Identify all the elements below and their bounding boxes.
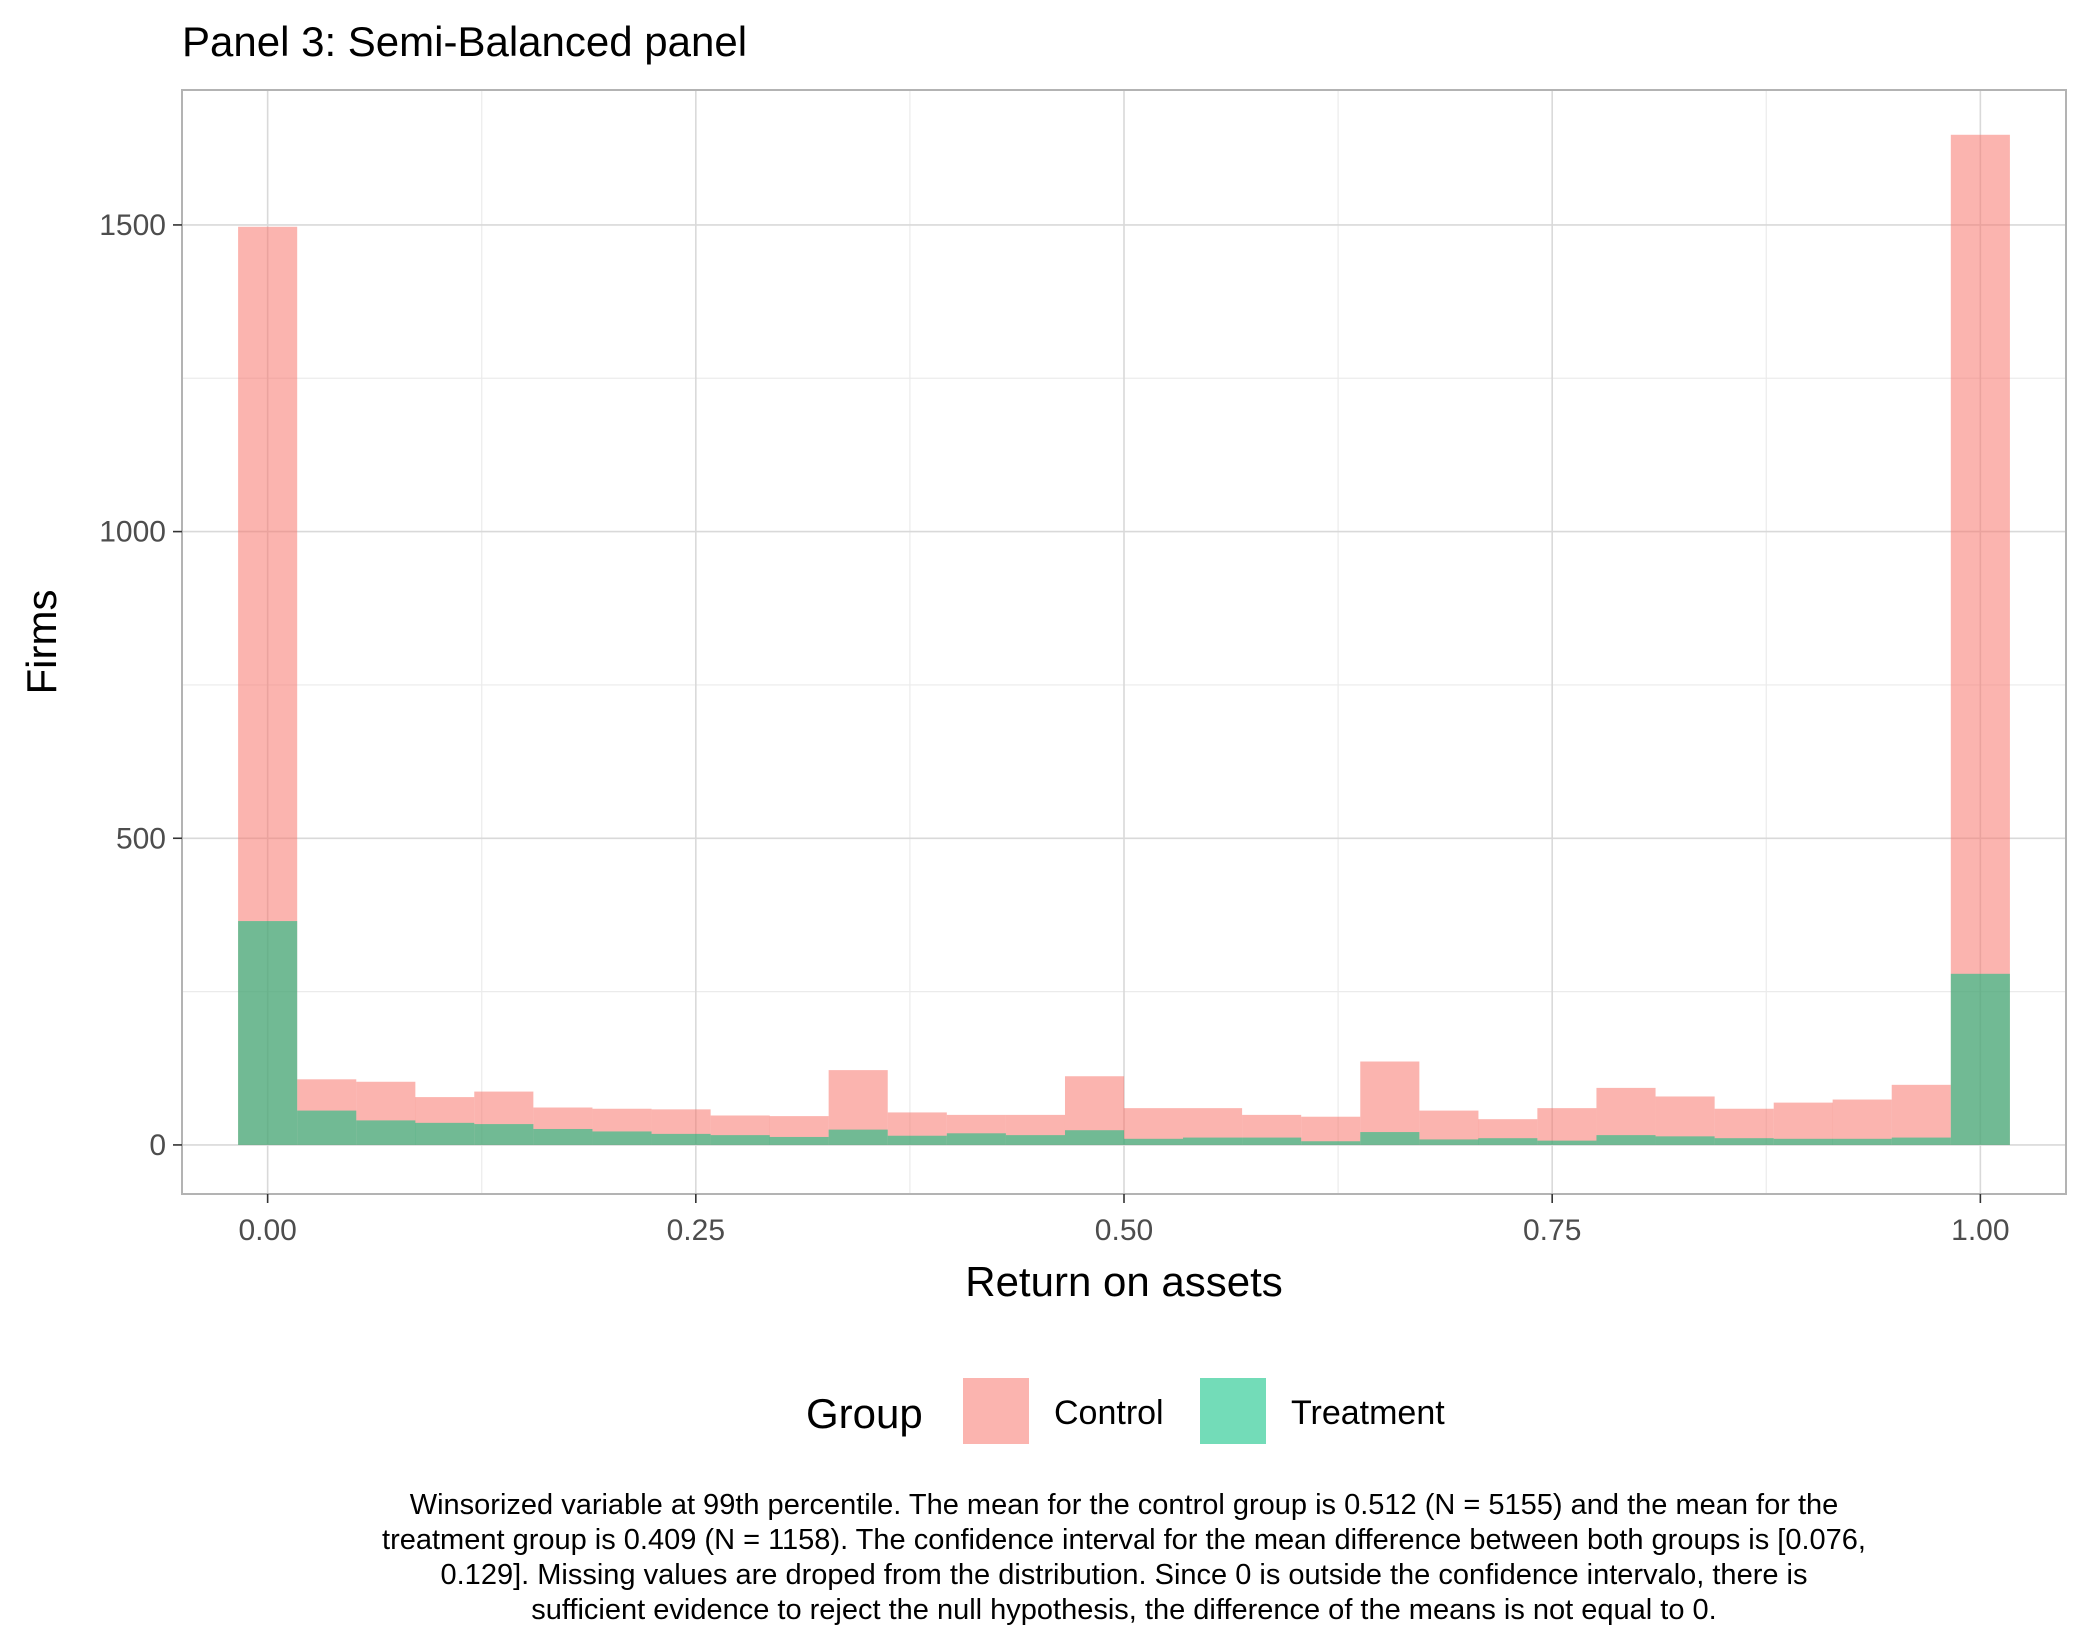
bar-treatment — [1891, 1137, 1951, 1145]
caption-line-2: treatment group is 0.409 (N = 1158). The… — [382, 1524, 1866, 1556]
x-tick-label: 0.75 — [1523, 1214, 1581, 1247]
legend: Group Control Treatment — [806, 1378, 1445, 1444]
bar-control — [1832, 1099, 1892, 1145]
x-tick-label: 1.00 — [1951, 1214, 2009, 1247]
bar-treatment — [474, 1124, 534, 1145]
bar-treatment — [415, 1122, 475, 1145]
y-tick-label: 1000 — [99, 516, 166, 549]
series-treatment-bars — [238, 921, 2010, 1145]
bar-treatment — [710, 1135, 770, 1145]
bar-treatment — [887, 1135, 947, 1145]
grid-lines — [182, 90, 2066, 1194]
x-tick-label: 0.00 — [238, 1214, 296, 1247]
bar-control — [1419, 1110, 1479, 1145]
y-axis-title: Firms — [18, 590, 65, 695]
bar-treatment — [1832, 1138, 1892, 1145]
bar-treatment — [1123, 1138, 1184, 1145]
bar-treatment — [1950, 973, 2010, 1145]
bar-control — [1891, 1084, 1951, 1145]
bar-treatment — [651, 1133, 711, 1145]
legend-swatch-treatment — [1200, 1378, 1266, 1444]
legend-label-control: Control — [1054, 1394, 1164, 1432]
bar-treatment — [1301, 1141, 1361, 1145]
bar-treatment — [297, 1110, 357, 1145]
bar-treatment — [1537, 1140, 1597, 1145]
caption: Winsorized variable at 99th percentile. … — [382, 1489, 1866, 1626]
x-tick-label: 0.50 — [1095, 1214, 1153, 1247]
bar-treatment — [1773, 1138, 1833, 1145]
chart-title: Panel 3: Semi-Balanced panel — [182, 18, 747, 65]
legend-title: Group — [806, 1390, 923, 1437]
legend-label-treatment: Treatment — [1291, 1394, 1445, 1432]
bar-treatment — [1419, 1139, 1479, 1145]
bar-treatment — [1714, 1138, 1774, 1145]
bar-control — [1301, 1116, 1361, 1145]
y-tick-label: 500 — [116, 822, 166, 855]
bar-treatment — [356, 1120, 416, 1145]
y-tick-label: 1500 — [99, 209, 166, 242]
bar-treatment — [828, 1129, 888, 1145]
caption-line-1: Winsorized variable at 99th percentile. … — [410, 1489, 1839, 1521]
bar-treatment — [1596, 1135, 1656, 1145]
bar-treatment — [1655, 1136, 1715, 1145]
x-axis-title: Return on assets — [965, 1258, 1283, 1305]
bar-treatment — [769, 1136, 829, 1145]
bar-treatment — [592, 1131, 652, 1145]
caption-line-3: 0.129]. Missing values are droped from t… — [441, 1559, 1808, 1591]
bar-treatment — [238, 921, 298, 1145]
bar-control — [1360, 1061, 1420, 1145]
bar-treatment — [946, 1133, 1006, 1145]
bar-treatment — [533, 1128, 593, 1145]
bar-control — [1773, 1102, 1833, 1145]
histogram-bars — [238, 134, 2010, 1145]
axis-ticks: 0.00 0.25 0.50 0.75 1.00 0 500 1000 1500 — [99, 209, 2009, 1247]
x-tick-label: 0.25 — [667, 1214, 725, 1247]
bar-treatment — [1242, 1137, 1302, 1145]
bar-treatment — [1478, 1138, 1538, 1145]
y-tick-label: 0 — [149, 1129, 166, 1162]
legend-swatch-control — [963, 1378, 1029, 1444]
bar-treatment — [1183, 1137, 1243, 1145]
bar-control — [1537, 1108, 1597, 1145]
bar-treatment — [1064, 1130, 1125, 1145]
bar-treatment — [1360, 1132, 1420, 1145]
caption-line-4: sufficient evidence to reject the null h… — [531, 1594, 1716, 1626]
bar-treatment — [1005, 1135, 1065, 1145]
